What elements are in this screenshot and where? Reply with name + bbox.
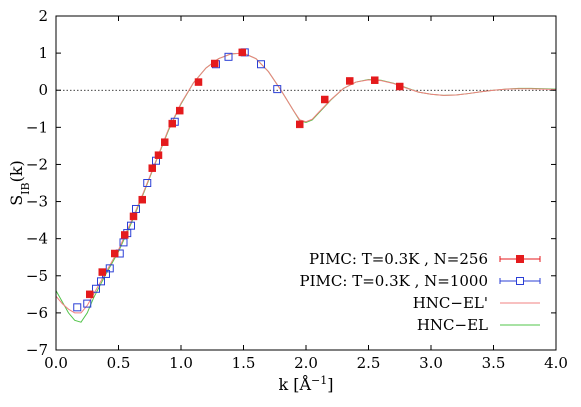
- pimc-n1000-point: [257, 60, 265, 69]
- legend-entry-hnc-el: HNC−EL: [417, 316, 540, 334]
- x-tick-label: 3.5: [482, 354, 506, 372]
- pimc-n256-point: [176, 106, 184, 115]
- pimc-n1000-point: [143, 179, 152, 187]
- y-axis-label-sub: IB: [19, 182, 32, 194]
- y-tick-label: 2: [38, 7, 48, 25]
- pimc-n1000-point: [92, 284, 100, 293]
- pimc-n256-point: [138, 195, 146, 204]
- y-axis-label-main: S: [7, 195, 26, 206]
- y-tick-label: −6: [26, 304, 48, 322]
- x-tick-label: 2.0: [294, 354, 318, 372]
- x-tick-label: 4.0: [544, 354, 568, 372]
- y-tick-label: −2: [26, 155, 48, 173]
- pimc-n1000-point: [127, 221, 135, 230]
- data-markers: [73, 48, 404, 312]
- legend-label-pimc-n256: PIMC: T=0.3K , N=256: [309, 250, 488, 268]
- x-axis-label-end: ]: [327, 375, 333, 394]
- legend-marker: [516, 255, 524, 263]
- y-axis-label: SIB(k): [7, 160, 32, 206]
- model-curves: [55, 52, 557, 323]
- legend-entry-pimc-n1000: PIMC: T=0.3K , N=1000: [300, 272, 541, 290]
- y-tick-label: −3: [26, 193, 48, 211]
- hnc-el-prime-curve: [55, 52, 557, 314]
- legend-entry-pimc-n256: PIMC: T=0.3K , N=256: [309, 250, 541, 268]
- pimc-n256-point: [296, 120, 304, 129]
- y-tick-label: 0: [38, 81, 48, 99]
- legend: PIMC: T=0.3K , N=256 PIMC: T=0.3K , N=10…: [300, 250, 541, 334]
- y-axis-label-end: (k): [7, 160, 26, 182]
- axis-ticks: 0.0 0.5 1.0 1.5 2.0 2.5 3.0 3.5 4.0 −7 −6 −5 −4 −3 −2 −…: [26, 7, 568, 372]
- pimc-n256-point: [86, 290, 94, 299]
- pimc-n256-point: [161, 138, 169, 146]
- legend-marker: [516, 277, 524, 285]
- pimc-n256-point: [194, 78, 203, 86]
- legend-entry-hnc-el-prime: HNC−EL': [413, 294, 540, 312]
- legend-label-hnc-el-prime: HNC−EL': [413, 294, 488, 312]
- pimc-n256-point: [168, 119, 176, 128]
- pimc-n256-point: [321, 95, 329, 104]
- pimc-n256-point: [346, 77, 354, 85]
- x-axis-label: k [Å−1]: [278, 374, 333, 395]
- pimc-n1000-point: [273, 85, 282, 94]
- x-axis-label-sup: −1: [311, 374, 327, 387]
- pimc-n256-point: [111, 249, 119, 258]
- y-tick-label: 1: [38, 44, 48, 62]
- pimc-n256-point: [148, 164, 156, 172]
- x-tick-label: 3.0: [419, 354, 443, 372]
- legend-symbol-pimc-n256: [499, 255, 541, 263]
- pimc-n1000-point: [119, 238, 128, 247]
- x-tick-label: 0.5: [107, 354, 131, 372]
- pimc-n1000-point: [224, 52, 233, 61]
- x-tick-label: 1.5: [232, 354, 256, 372]
- pimc-n256-point: [121, 231, 129, 239]
- pimc-n1000-point: [132, 204, 140, 213]
- legend-label-pimc-n1000: PIMC: T=0.3K , N=1000: [300, 272, 488, 290]
- x-axis-label-main: k [Å: [278, 374, 311, 394]
- y-tick-label: −4: [26, 230, 48, 248]
- x-tick-label: 0.0: [44, 354, 68, 372]
- pimc-n1000-point: [105, 264, 114, 273]
- pimc-n256-point: [154, 151, 163, 159]
- y-tick-label: −7: [26, 341, 48, 359]
- pimc-n1000-point: [83, 299, 92, 308]
- pimc-n1000-point: [97, 277, 105, 286]
- pimc-n256-point: [129, 212, 138, 221]
- pimc-n256-point: [371, 76, 379, 84]
- pimc-n256-point: [238, 48, 246, 57]
- y-tick-label: −5: [26, 267, 48, 285]
- legend-label-hnc-el: HNC−EL: [417, 316, 488, 334]
- pimc-n1000-point: [73, 303, 82, 312]
- legend-symbol-pimc-n1000: [499, 277, 541, 285]
- y-tick-label: −1: [26, 118, 48, 136]
- pimc-n256-point: [211, 59, 219, 68]
- pimc-n256-point: [396, 82, 404, 91]
- x-tick-label: 2.5: [357, 354, 381, 372]
- pimc-n256-point: [98, 268, 106, 276]
- x-tick-label: 1.0: [169, 354, 193, 372]
